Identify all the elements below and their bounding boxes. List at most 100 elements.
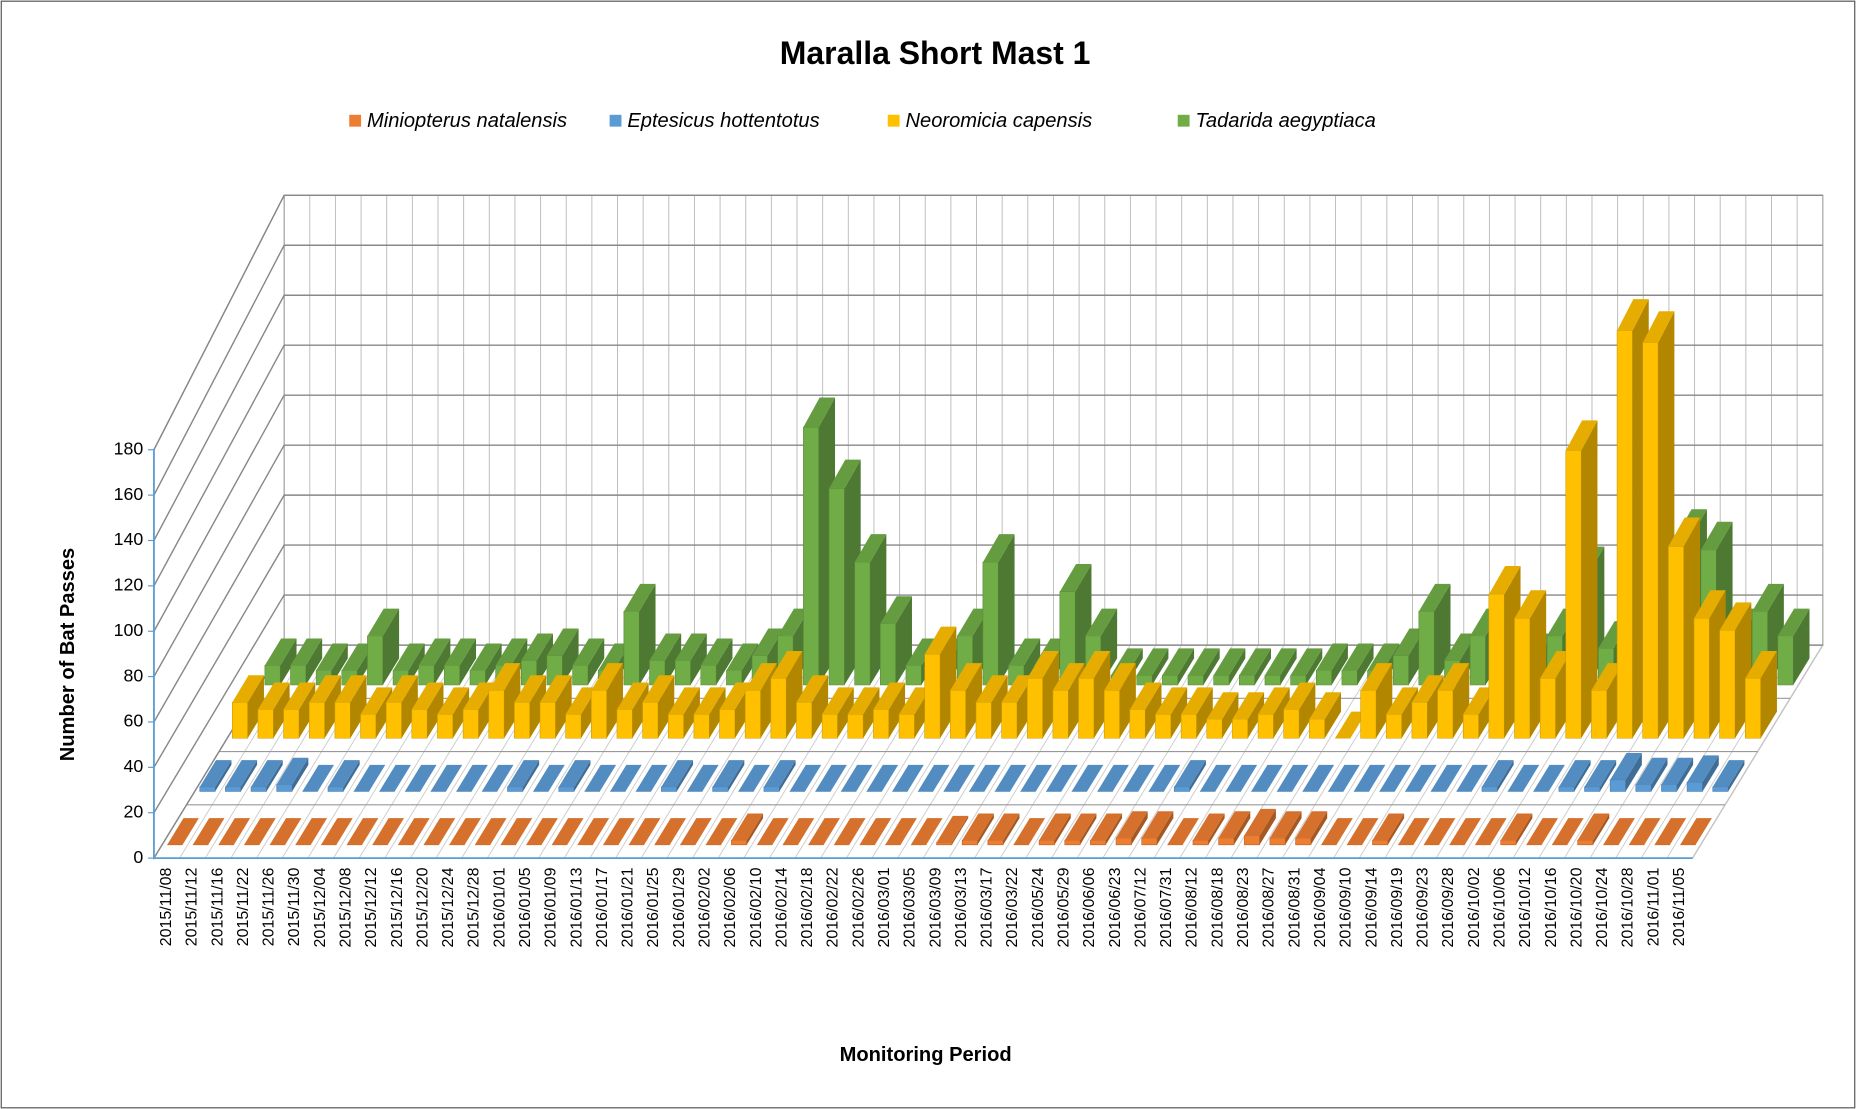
bar-front (1514, 618, 1531, 739)
bar-front (763, 786, 780, 792)
bar-top (456, 764, 488, 792)
bar-top (244, 818, 276, 845)
bar-front (924, 654, 941, 739)
bar-top (815, 764, 847, 792)
bar-top (803, 397, 836, 428)
bar-front (744, 689, 761, 739)
bar-top (610, 764, 642, 792)
bar (731, 813, 764, 846)
bar-top (840, 764, 873, 792)
x-tick-label: 2015/12/08 (337, 867, 354, 947)
bar (1321, 818, 1353, 846)
bar-side (1452, 663, 1470, 739)
bar (526, 818, 558, 846)
legend-label: Neoromicia capensis (906, 110, 1093, 132)
bar-side (977, 813, 994, 845)
bar-front (1090, 839, 1107, 846)
bar (693, 687, 726, 739)
x-tick-label: 2016/06/06 (1081, 867, 1098, 947)
bar (1353, 764, 1386, 792)
bar-top (796, 675, 829, 703)
bar (686, 764, 719, 792)
bar-side (991, 675, 1008, 739)
grid-line (153, 494, 1823, 723)
bar-side (529, 675, 547, 739)
bar-top (1463, 687, 1495, 715)
bar-top (936, 815, 969, 843)
bar-top (1258, 687, 1290, 715)
bar-front (700, 665, 717, 686)
bar-top (1008, 638, 1041, 666)
bar-front (674, 660, 691, 686)
bar (1661, 757, 1694, 792)
bar-front (642, 701, 659, 739)
series (232, 299, 1777, 739)
bar (796, 675, 829, 739)
x-tick-label: 2016/01/29 (671, 867, 688, 947)
bar-front (1038, 839, 1055, 846)
bar-top (957, 608, 989, 636)
x-tick-label: 2015/12/28 (466, 867, 483, 947)
bar-top (360, 687, 393, 715)
bar (1341, 643, 1374, 686)
bar-side (1306, 648, 1323, 685)
bar-front (847, 713, 864, 739)
bar-top (1603, 818, 1635, 845)
bar (1218, 811, 1251, 846)
bar-top (1129, 682, 1162, 710)
bar-side (837, 687, 854, 739)
bar (892, 764, 924, 792)
bar-front (1295, 837, 1312, 846)
bar-front (488, 689, 505, 739)
bar-top (962, 813, 994, 841)
bar (885, 818, 917, 846)
bar (782, 818, 815, 846)
bar-side (247, 675, 264, 739)
bar-side (683, 687, 700, 739)
bar (982, 534, 1015, 686)
bar-top (693, 687, 726, 715)
bar (1411, 675, 1444, 739)
x-tick-label: 2015/11/30 (286, 867, 303, 946)
bar-front (1635, 784, 1652, 792)
bar-front (1239, 674, 1256, 686)
bar (1199, 764, 1232, 792)
x-tick-label: 2016/02/26 (850, 867, 867, 947)
bar-side (562, 628, 579, 685)
bar-top (1635, 757, 1668, 785)
bar-side (408, 643, 425, 685)
bar-top (1418, 583, 1451, 612)
bar-front (572, 665, 589, 686)
bar-side (1593, 813, 1610, 845)
bar-front (591, 689, 608, 739)
bar (1558, 760, 1591, 792)
x-tick-label: 2016/09/04 (1312, 867, 1329, 947)
bar-side (1376, 663, 1393, 739)
series (199, 753, 1745, 792)
bar-side (632, 682, 649, 739)
y-tick-label: 180 (114, 438, 144, 458)
bar-front (558, 786, 575, 792)
bar-top (1334, 711, 1367, 739)
bar-top (546, 628, 579, 656)
x-tick-label: 2016/10/12 (1517, 867, 1534, 947)
bar-side (587, 638, 605, 685)
bar-top (1206, 692, 1239, 720)
bar-front (731, 839, 748, 846)
bar-front (1026, 678, 1043, 739)
bar-top (847, 687, 880, 715)
bar-side (1324, 692, 1342, 739)
bar-side (606, 663, 623, 739)
bar-front (360, 713, 377, 739)
bar-top (1398, 818, 1430, 845)
bar-front (961, 839, 978, 846)
bar (1372, 813, 1405, 846)
bar-top (950, 663, 983, 691)
bar (199, 760, 232, 792)
bar-front (796, 701, 813, 739)
x-tick-label: 2016/02/06 (722, 867, 739, 947)
bar-top (463, 682, 495, 710)
bar-side (292, 757, 309, 792)
x-tick-label: 2016/02/10 (748, 867, 765, 947)
